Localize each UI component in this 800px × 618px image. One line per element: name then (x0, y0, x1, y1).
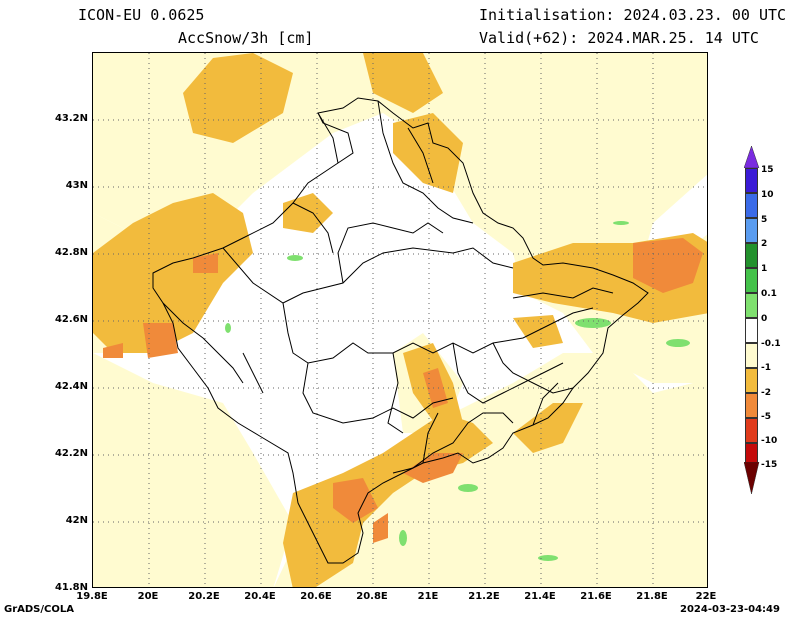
accumulation-spots (225, 221, 690, 561)
lat-label: 42.6N (54, 314, 88, 325)
colorbar-label: -1 (761, 363, 771, 373)
snow-map (93, 53, 707, 587)
colorbar-swatch (745, 243, 758, 268)
lon-label: 20.6E (300, 591, 332, 602)
colorbar-label: 10 (761, 190, 774, 200)
colorbar-label: 2 (761, 239, 768, 249)
lat-label: 42.4N (54, 381, 88, 392)
valid-time: Valid(+62): 2024.MAR.25. 14 UTC (479, 29, 759, 47)
colorbar-bottom-arrow (744, 462, 760, 494)
colorbar-label: -15 (761, 460, 778, 470)
colorbar-label: -5 (761, 412, 771, 422)
footer-credit: GrADS/COLA (4, 604, 74, 615)
colorbar-label: -0.1 (761, 339, 781, 349)
lon-label: 20.4E (244, 591, 276, 602)
lat-label: 43.2N (54, 113, 88, 124)
colorbar-label: 0 (761, 314, 768, 324)
lon-label: 19.8E (76, 591, 108, 602)
lat-label: 42.2N (54, 448, 88, 459)
colorbar-swatch (745, 418, 758, 443)
lat-label: 43N (65, 180, 88, 191)
lon-label: 21E (417, 591, 439, 602)
lon-label: 20.8E (356, 591, 388, 602)
colorbar-label: -2 (761, 388, 771, 398)
colorbar-label: 1 (761, 264, 768, 274)
colorbar-top-arrow (744, 146, 760, 168)
lat-label: 41.8N (54, 582, 88, 593)
colorbar-swatch (745, 193, 758, 218)
lon-label: 21.8E (636, 591, 668, 602)
lat-label: 42.8N (54, 247, 88, 258)
colorbar-swatch (745, 343, 758, 368)
map-panel (92, 52, 708, 588)
model-title: ICON-EU 0.0625 (78, 6, 205, 24)
lon-label: 21.2E (468, 591, 500, 602)
colorbar-swatch (745, 393, 758, 418)
colorbar-swatch (745, 443, 758, 463)
lon-label: 20.2E (188, 591, 220, 602)
colorbar-swatch (745, 268, 758, 293)
colorbar-label: 5 (761, 215, 768, 225)
colorbar-swatch (745, 168, 758, 193)
lon-label: 21.4E (524, 591, 556, 602)
colorbar-swatch (745, 293, 758, 318)
borders (152, 97, 649, 564)
lon-label: 22E (695, 591, 717, 602)
colorbar-swatch (745, 368, 758, 393)
colorbar-swatch (745, 218, 758, 243)
lon-label: 21.6E (580, 591, 612, 602)
lon-label: 20E (137, 591, 159, 602)
init-time: Initialisation: 2024.03.23. 00 UTC (479, 6, 787, 24)
colorbar-label: 15 (761, 165, 774, 175)
colorbar-swatch (745, 318, 758, 343)
footer-timestamp: 2024-03-23-04:49 (680, 604, 780, 615)
colorbar-label: -10 (761, 436, 778, 446)
colorbar-label: 0.1 (761, 289, 777, 299)
field-title: AccSnow/3h [cm] (178, 29, 314, 47)
lat-label: 42N (65, 515, 88, 526)
